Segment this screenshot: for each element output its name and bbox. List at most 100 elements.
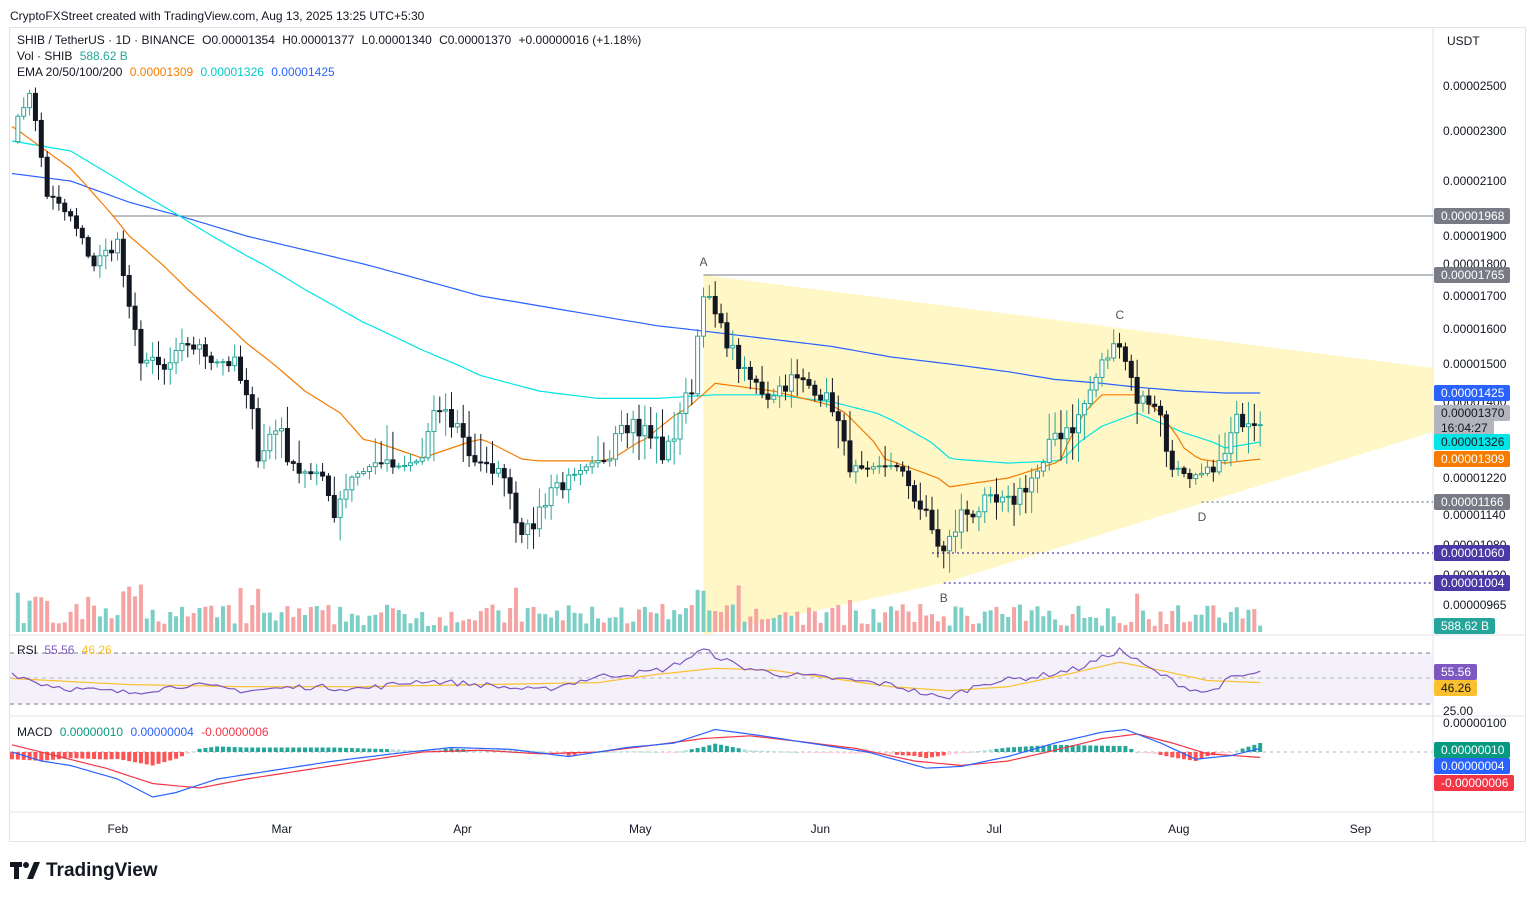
candle-body: [601, 460, 607, 463]
volume-bar: [279, 612, 284, 632]
candle-body: [835, 411, 841, 422]
macd-hist-bar: [1099, 745, 1104, 752]
candle-body: [191, 344, 197, 350]
tradingview-logo[interactable]: TradingView: [10, 860, 158, 882]
volume-bar: [812, 611, 817, 632]
rsi-ma-value: 46.26: [81, 643, 112, 657]
volume-bar: [220, 606, 225, 632]
volume-bar: [1234, 607, 1239, 632]
volume-bar: [1123, 625, 1128, 632]
pattern-point-label: C: [1115, 308, 1125, 323]
candle-body: [249, 394, 255, 410]
time-axis-label: Apr: [453, 822, 472, 836]
candle-body: [859, 465, 865, 469]
candle-body: [648, 425, 654, 439]
volume-bar: [426, 625, 431, 632]
candle-body: [1064, 427, 1070, 440]
macd-hist-bar: [1064, 745, 1069, 752]
volume-bar: [80, 619, 85, 632]
candle-body: [466, 436, 472, 457]
candle-body: [724, 322, 730, 349]
macd-line-value: 0.00000004: [130, 725, 194, 739]
volume-bar: [215, 617, 220, 632]
candle-body: [777, 385, 783, 397]
ema-legend[interactable]: EMA 20/50/100/200 0.00001309 0.00001326 …: [17, 64, 339, 80]
macd-hist-bar: [859, 752, 864, 754]
volume-bar: [250, 604, 255, 632]
candle-body: [806, 379, 812, 386]
currency-label[interactable]: USDT: [1447, 34, 1480, 48]
ema-label: EMA 20/50/100/200: [17, 65, 123, 79]
candle-body: [624, 425, 630, 434]
volume-bar: [1140, 610, 1145, 632]
macd-hist-bar: [959, 752, 964, 753]
candle-body: [484, 461, 490, 465]
candle-body: [818, 394, 824, 401]
candle-body: [126, 274, 132, 307]
macd-hist-bar: [92, 752, 97, 759]
ema50-line: [11, 140, 1261, 464]
price-tag: 0.00001004: [1434, 575, 1511, 591]
volume-bar: [1158, 611, 1163, 632]
macd-hist-bar: [783, 751, 788, 753]
volume-bar: [531, 606, 536, 632]
candle-body: [935, 529, 941, 547]
macd-hist-bar: [267, 747, 272, 752]
volume-bar: [27, 600, 32, 632]
volume-bar: [742, 621, 747, 632]
macd-hist-bar: [771, 751, 776, 753]
macd-hist-bar: [338, 747, 343, 752]
volume-legend[interactable]: Vol · SHIB 588.62 B: [17, 48, 132, 64]
candle-body: [870, 466, 876, 470]
symbol-name[interactable]: SHIB / TetherUS · 1D · BINANCE: [17, 33, 195, 47]
candle-body: [982, 494, 988, 513]
volume-bar: [232, 623, 237, 632]
volume-bar: [185, 616, 190, 632]
volume-bar: [484, 607, 489, 632]
macd-hist-bar: [185, 752, 190, 754]
volume-bar: [291, 617, 296, 632]
macd-hist-bar: [74, 752, 79, 759]
macd-hist-bar: [443, 748, 448, 752]
ema100-line: [11, 172, 1261, 394]
volume-bar: [1094, 617, 1099, 632]
volume-bar: [771, 617, 776, 632]
macd-hist-bar: [449, 748, 454, 752]
volume-bar: [502, 622, 507, 632]
macd-hist-bar: [742, 749, 747, 752]
macd-hist-bar: [789, 751, 794, 753]
macd-hist-bar: [203, 747, 208, 752]
volume-bar: [303, 614, 307, 632]
macd-hist-bar: [642, 751, 647, 753]
macd-hist-bar: [678, 751, 683, 753]
volume-bar: [390, 608, 395, 632]
volume-bar: [508, 608, 513, 632]
macd-hist-bar: [1053, 744, 1058, 752]
volume-bar: [853, 610, 858, 632]
candle-body: [929, 509, 935, 531]
macd-hist-bar: [672, 752, 677, 753]
candle-body: [384, 459, 390, 464]
volume-bar: [45, 600, 50, 632]
candle-body: [548, 487, 554, 507]
candle-body: [1011, 495, 1017, 505]
macd-hist-bar: [1082, 745, 1087, 752]
candle-body: [577, 470, 583, 475]
volume-bar: [707, 610, 712, 632]
macd-hist-bar: [683, 750, 688, 752]
macd-legend[interactable]: MACD 0.00000010 0.00000004 -0.00000006: [17, 724, 273, 740]
rsi-legend[interactable]: RSI 55.56 46.26: [17, 642, 116, 658]
ohlc-close: C0.00001370: [439, 33, 512, 47]
macd-hist-bar: [174, 752, 179, 759]
macd-hist-bar: [988, 749, 993, 752]
volume-bar: [396, 610, 401, 632]
volume-bar: [74, 604, 79, 632]
macd-hist-bar: [39, 752, 44, 761]
candle-body: [150, 356, 156, 361]
symbol-legend[interactable]: SHIB / TetherUS · 1D · BINANCE O0.000013…: [17, 32, 645, 48]
macd-hist-bar: [1111, 745, 1116, 752]
macd-hist-bar: [894, 752, 899, 755]
macd-hist-bar: [45, 752, 50, 761]
volume-bar: [906, 611, 911, 632]
